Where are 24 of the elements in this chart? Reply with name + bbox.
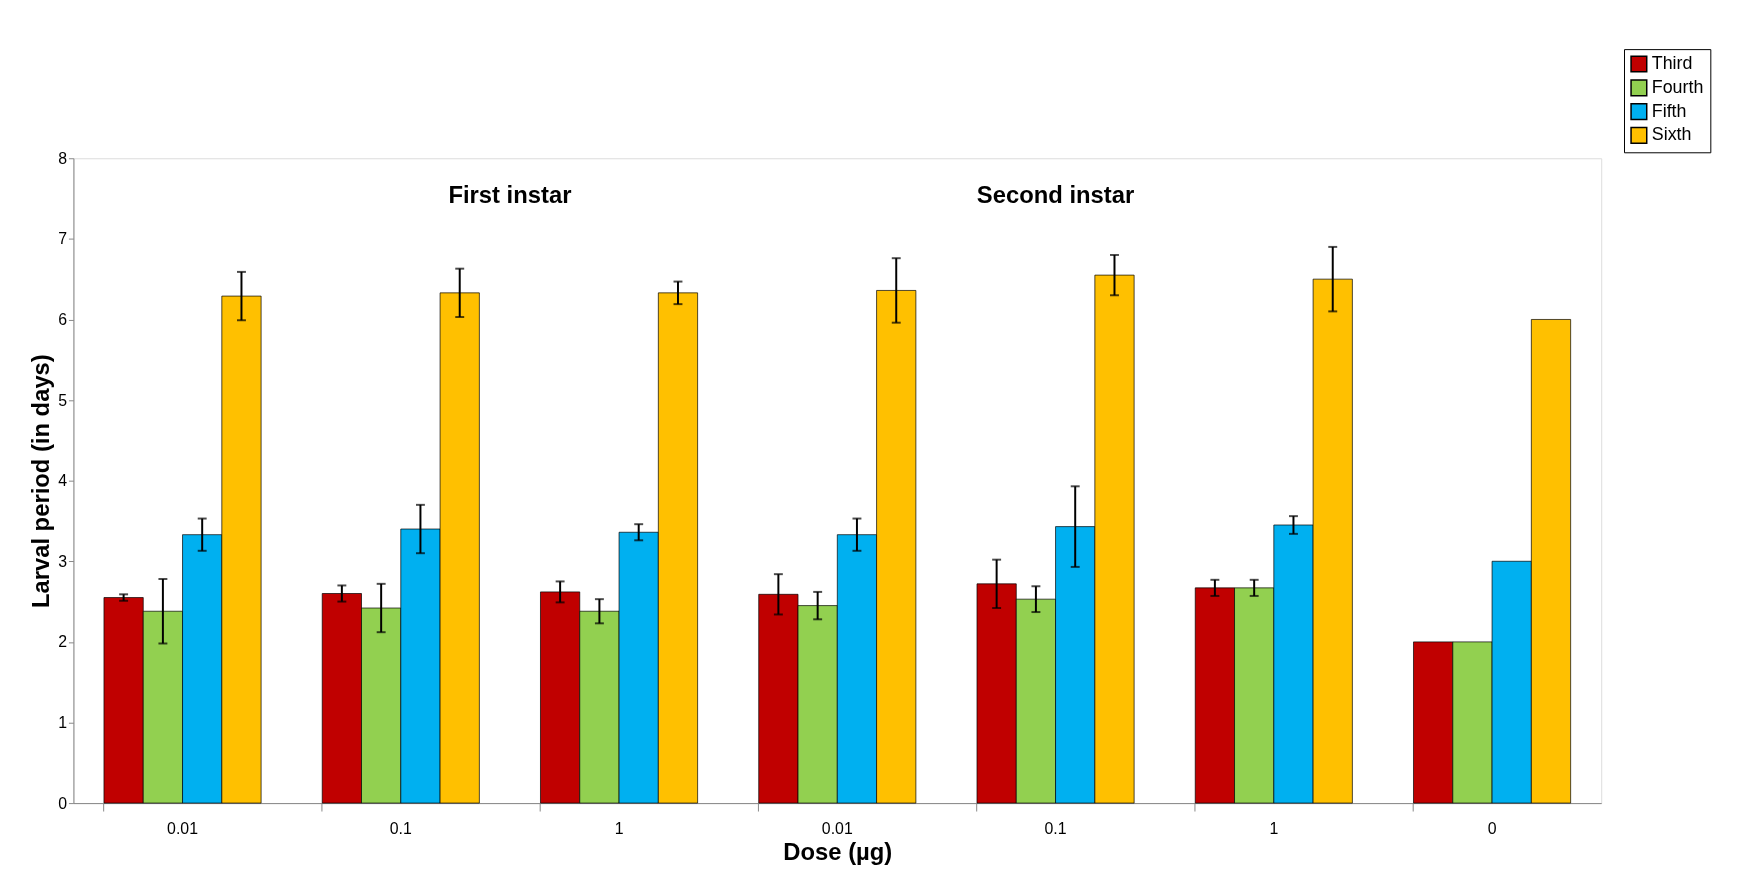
x-tick-label: 0.01 — [167, 820, 199, 838]
y-tick-label: 3 — [58, 552, 68, 570]
annotation: Second instar — [976, 180, 1135, 208]
legend-label: Fifth — [1651, 100, 1687, 121]
y-tick-label: 2 — [58, 633, 68, 651]
x-tick-label: 1 — [614, 820, 624, 838]
x-axis-title: Dose (µg) — [783, 838, 893, 866]
y-tick-label: 6 — [58, 310, 68, 328]
y-tick-label: 7 — [58, 230, 68, 248]
legend-label: Third — [1651, 52, 1693, 73]
annotation: First instar — [448, 180, 572, 208]
y-tick-label: 0 — [58, 794, 68, 812]
x-tick-label: 0.1 — [1044, 820, 1067, 838]
y-tick-label: 5 — [58, 391, 68, 409]
y-tick-label: 4 — [58, 472, 68, 490]
x-tick-label: 0 — [1487, 820, 1497, 838]
y-tick-label: 8 — [58, 149, 68, 167]
x-tick-label: 0.01 — [821, 820, 853, 838]
x-tick-label: 1 — [1269, 820, 1279, 838]
legend-label: Fourth — [1651, 76, 1704, 97]
legend-label: Sixth — [1651, 124, 1692, 145]
x-tick-label: 0.1 — [389, 820, 412, 838]
y-tick-label: 1 — [58, 713, 68, 731]
y-axis-title: Larval period (in days) — [27, 354, 55, 609]
